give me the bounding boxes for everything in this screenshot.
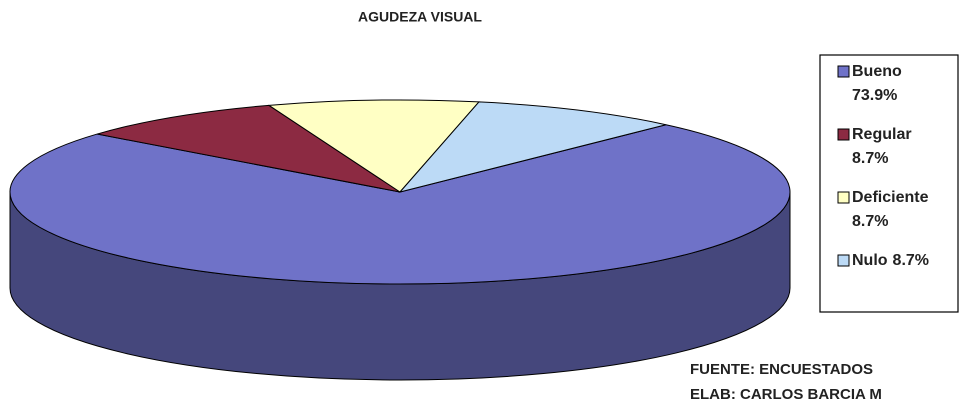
legend-value: 8.7% <box>893 252 929 269</box>
pie-slice <box>96 104 401 193</box>
legend-swatch <box>837 128 850 141</box>
legend-box <box>819 54 959 313</box>
legend-label: Deficiente <box>852 189 929 206</box>
legend-swatch <box>837 254 850 267</box>
pie-slice <box>267 99 481 193</box>
legend-swatch <box>837 191 850 204</box>
legend-value: 8.7% <box>852 213 888 230</box>
legend-value: 8.7% <box>852 150 888 167</box>
legend-value: 73.9% <box>852 87 897 104</box>
pie-slice <box>9 124 791 285</box>
legend-label: Bueno <box>852 63 902 80</box>
legend-label: Nulo <box>852 252 888 269</box>
annotation: FUENTE: ENCUESTADOS <box>690 361 873 378</box>
pie-slice <box>398 101 667 193</box>
legend-label: Regular <box>852 126 912 143</box>
chart-title: AGUDEZA VISUAL <box>358 9 482 25</box>
legend-swatch <box>837 65 850 78</box>
annotation: ELAB: CARLOS BARCIA M <box>690 386 882 403</box>
